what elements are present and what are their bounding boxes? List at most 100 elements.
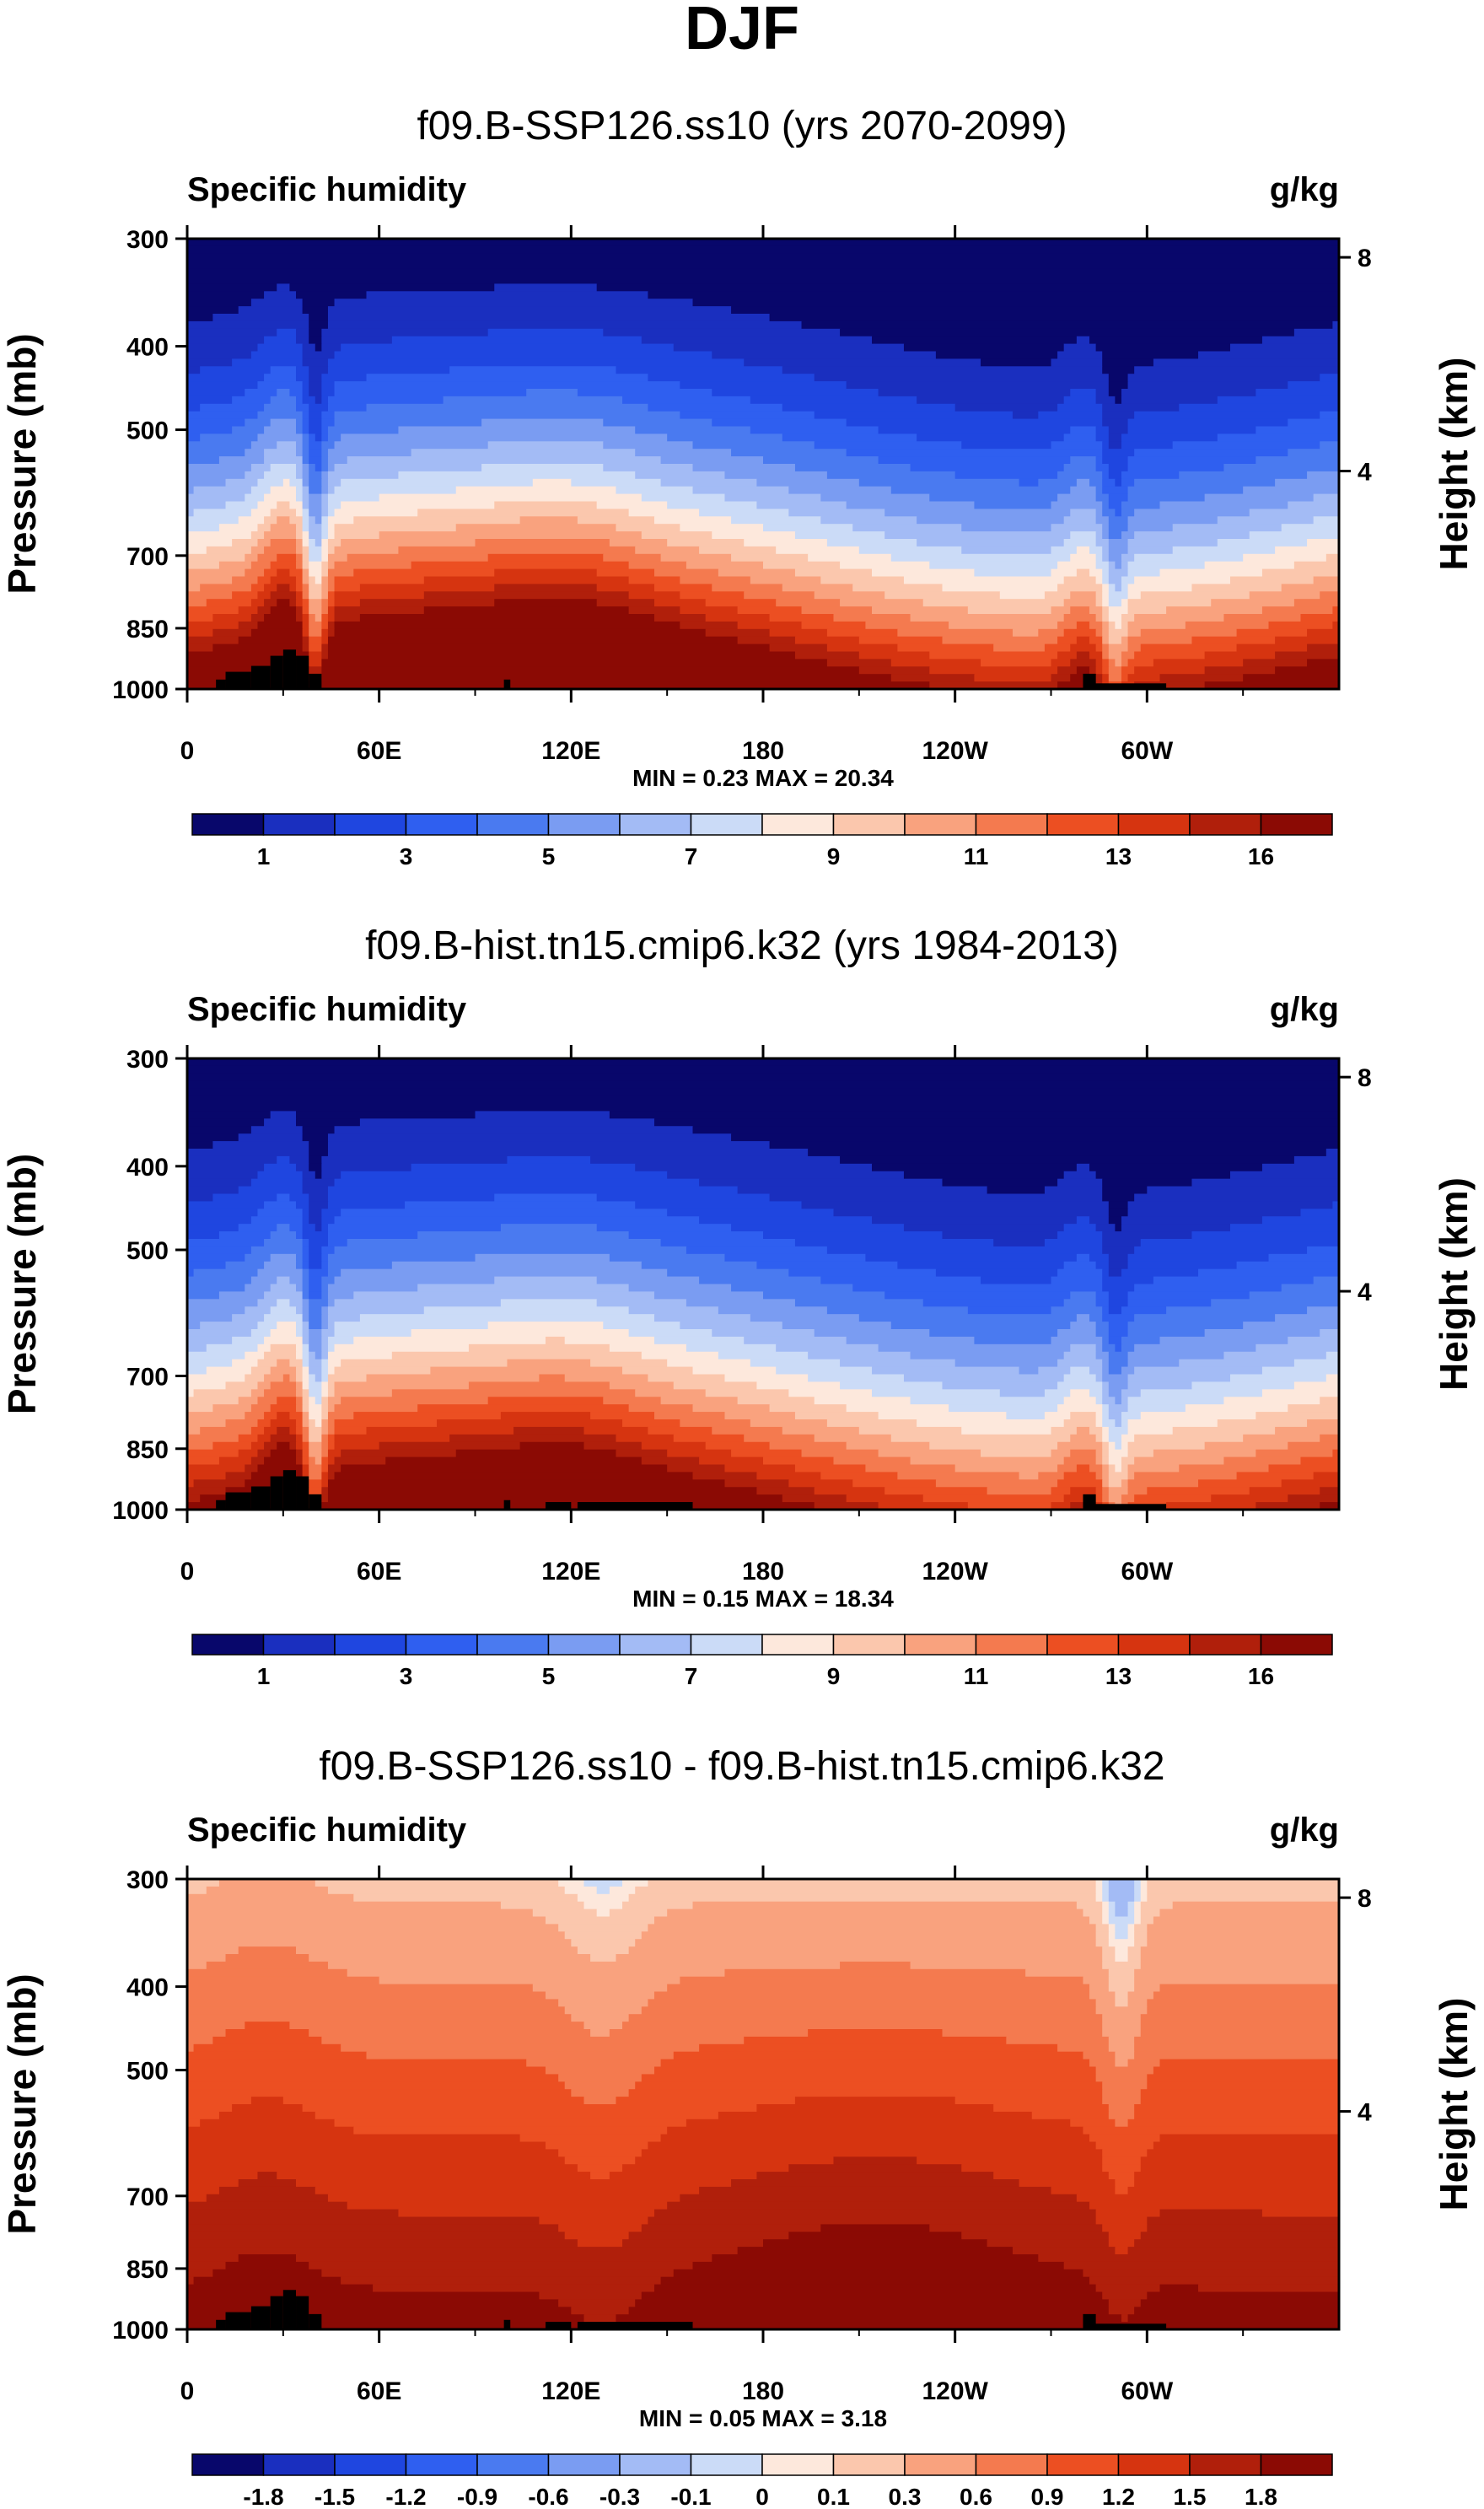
field-cell: [187, 2089, 572, 2097]
field-cell: [257, 1381, 272, 1390]
field-cell: [1108, 2043, 1135, 2053]
field-cell: [808, 553, 892, 563]
field-cell: [622, 2164, 789, 2172]
field-cell: [391, 1261, 643, 1270]
field-cell: [302, 1359, 309, 1368]
colorbar-label: 1.8: [1245, 2484, 1277, 2509]
field-cell: [212, 2036, 322, 2045]
field-cell: [1051, 659, 1071, 667]
colorbar-box: [1046, 813, 1120, 836]
field-cell: [238, 1434, 259, 1443]
field-cell: [296, 449, 304, 457]
field-cell: [455, 1449, 617, 1458]
field-cell: [327, 1133, 732, 1142]
field-cell: [1293, 1155, 1340, 1165]
field-cell: [1108, 1389, 1122, 1397]
field-cell: [1300, 1209, 1340, 1217]
field-cell: [616, 1434, 675, 1443]
field-cell: [245, 1351, 265, 1360]
field-cell: [1191, 636, 1276, 645]
field-cell: [1102, 1374, 1129, 1383]
field-cell: [609, 539, 668, 547]
field-cell: [1261, 1216, 1340, 1225]
field-cell: [1108, 1968, 1135, 1978]
field-cell: [327, 314, 771, 322]
field-cell: [270, 1366, 297, 1376]
field-cell: [327, 1231, 418, 1240]
field-cell: [1159, 501, 1288, 509]
field-cell: [1115, 1924, 1129, 1932]
field-cell: [302, 1268, 309, 1278]
field-cell: [302, 1246, 309, 1255]
field-cell: [494, 1193, 598, 1203]
field-cell: [296, 1322, 304, 1330]
field-cell: [200, 403, 265, 412]
field-cell: [327, 1149, 809, 1157]
field-cell: [264, 336, 297, 345]
field-cell: [315, 1397, 322, 1405]
field-cell: [302, 1412, 309, 1420]
field-cell: [1198, 1479, 1282, 1488]
field-cell: [961, 441, 1052, 450]
colorbar-box: [690, 813, 763, 836]
field-cell: [1134, 411, 1320, 420]
field-cell: [519, 2134, 662, 2143]
field-cell: [1057, 1441, 1103, 1451]
field-cell: [327, 1284, 418, 1293]
field-cell: [187, 2149, 559, 2157]
field-cell: [212, 2269, 322, 2278]
field-cell: [820, 516, 917, 525]
field-cell: [327, 516, 354, 525]
field-cell: [309, 433, 316, 442]
field-cell: [327, 306, 732, 315]
field-cell: [1102, 576, 1110, 584]
field-cell: [302, 493, 309, 503]
field-cell: [1108, 1201, 1129, 1209]
field-cell: [1108, 606, 1129, 615]
field-cell: [1127, 418, 1288, 428]
field-cell: [327, 1261, 393, 1270]
field-cell: [954, 2097, 1103, 2105]
field-cell: [264, 1336, 304, 1345]
field-cell: [187, 433, 201, 442]
field-cell: [680, 524, 764, 532]
field-cell: [353, 1412, 502, 1420]
field-cell: [993, 1239, 1046, 1247]
field-cell: [309, 1276, 322, 1285]
field-cell: [353, 1291, 655, 1300]
field-cell: [731, 1449, 803, 1458]
field-cell: [1320, 1487, 1340, 1495]
field-cell: [1095, 1224, 1116, 1232]
field-cell: [641, 2224, 821, 2232]
field-cell: [1121, 1336, 1161, 1345]
field-cell: [187, 1449, 239, 1458]
field-cell: [309, 561, 322, 570]
field-cell: [321, 1494, 329, 1503]
field-cell: [776, 546, 860, 555]
field-cell: [1108, 651, 1122, 660]
field-cell: [1243, 1434, 1320, 1443]
field-cell: [289, 478, 304, 487]
field-cell: [1249, 1487, 1320, 1495]
field-cell: [1089, 1991, 1116, 2000]
field-cell: [309, 1149, 329, 1157]
field-cell: [289, 389, 304, 397]
field-cell: [309, 636, 322, 645]
field-cell: [359, 1118, 655, 1127]
field-cell: [187, 524, 220, 532]
field-cell: [865, 1464, 956, 1473]
field-cell: [327, 1434, 336, 1443]
field-cell: [309, 493, 322, 503]
field-cell: [852, 524, 962, 532]
field-cell: [1127, 1954, 1142, 1963]
field-cell: [1102, 2291, 1148, 2300]
field-cell: [366, 403, 648, 412]
field-cell: [327, 1224, 502, 1232]
field-cell: [1140, 591, 1250, 600]
field-cell: [1332, 320, 1340, 330]
field-cell: [1127, 1472, 1135, 1480]
field-cell: [731, 553, 809, 563]
field-cell: [187, 2254, 239, 2263]
field-cell: [187, 1924, 559, 1932]
field-cell: [1134, 1314, 1276, 1322]
